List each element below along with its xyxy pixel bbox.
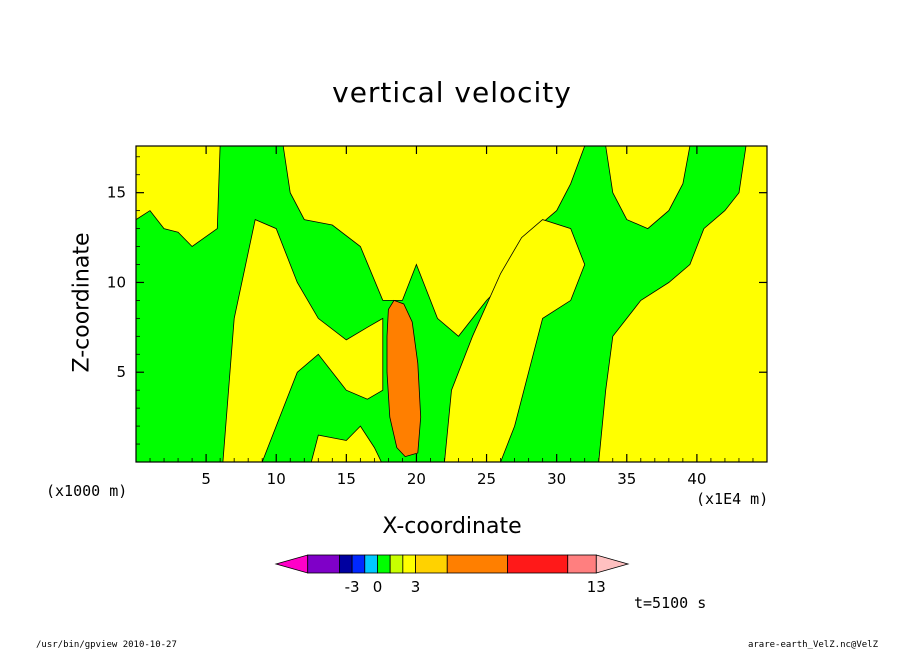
y-tick-label: 15 (107, 184, 126, 202)
y-tick-label: 5 (116, 363, 126, 381)
legend-swatch (377, 554, 391, 574)
x-scale-label: (x1E4 m) (696, 490, 769, 508)
x-tick-label: 20 (407, 470, 426, 488)
contour-region-6 (598, 146, 767, 462)
legend-swatch (402, 554, 416, 574)
time-label: t=5100 s (634, 594, 707, 612)
contour-region-2 (222, 219, 384, 462)
x-tick-label: 15 (337, 470, 356, 488)
legend-swatch (307, 554, 340, 574)
x-tick-label: 30 (547, 470, 566, 488)
x-tick-label: 25 (477, 470, 496, 488)
legend-swatch (567, 554, 597, 574)
x-tick-label: 10 (267, 470, 286, 488)
legend-arrow-right (595, 554, 630, 574)
legend-tick-label: -3 (345, 578, 360, 596)
contour-region-3 (282, 146, 586, 337)
contour-region-5 (310, 425, 382, 462)
contour-region-4 (444, 219, 586, 462)
legend-swatch (389, 554, 404, 574)
legend-swatch (415, 554, 448, 574)
x-axis-label: X-coordinate (382, 514, 522, 539)
legend-swatch (339, 554, 353, 574)
legend-swatch (507, 554, 569, 574)
x-tick-label: 35 (617, 470, 636, 488)
legend-tick-label: 3 (411, 578, 421, 596)
legend-tick-label: 0 (373, 578, 383, 596)
plot-frame (135, 145, 768, 463)
x-tick-label: 5 (201, 470, 211, 488)
contour-region-7 (605, 146, 691, 230)
legend-swatch (364, 554, 378, 574)
footer-command: /usr/bin/gpview 2010-10-27 (36, 640, 177, 650)
legend-swatch (446, 554, 508, 574)
x-tick-label: 40 (687, 470, 706, 488)
footer-source: arare-earth_VelZ.nc@VelZ (747, 640, 878, 650)
y-axis-label: Z-coordinate (69, 232, 95, 373)
y-tick-label: 10 (107, 273, 126, 291)
legend-arrow-left (274, 554, 309, 574)
x-unit-label: (x1000 m) (46, 482, 128, 500)
legend-swatch (351, 554, 366, 574)
contour-region-8 (386, 299, 422, 458)
contour-region-1 (136, 146, 221, 248)
chart-title: vertical velocity (332, 76, 572, 109)
legend-tick-label: 13 (587, 578, 606, 596)
